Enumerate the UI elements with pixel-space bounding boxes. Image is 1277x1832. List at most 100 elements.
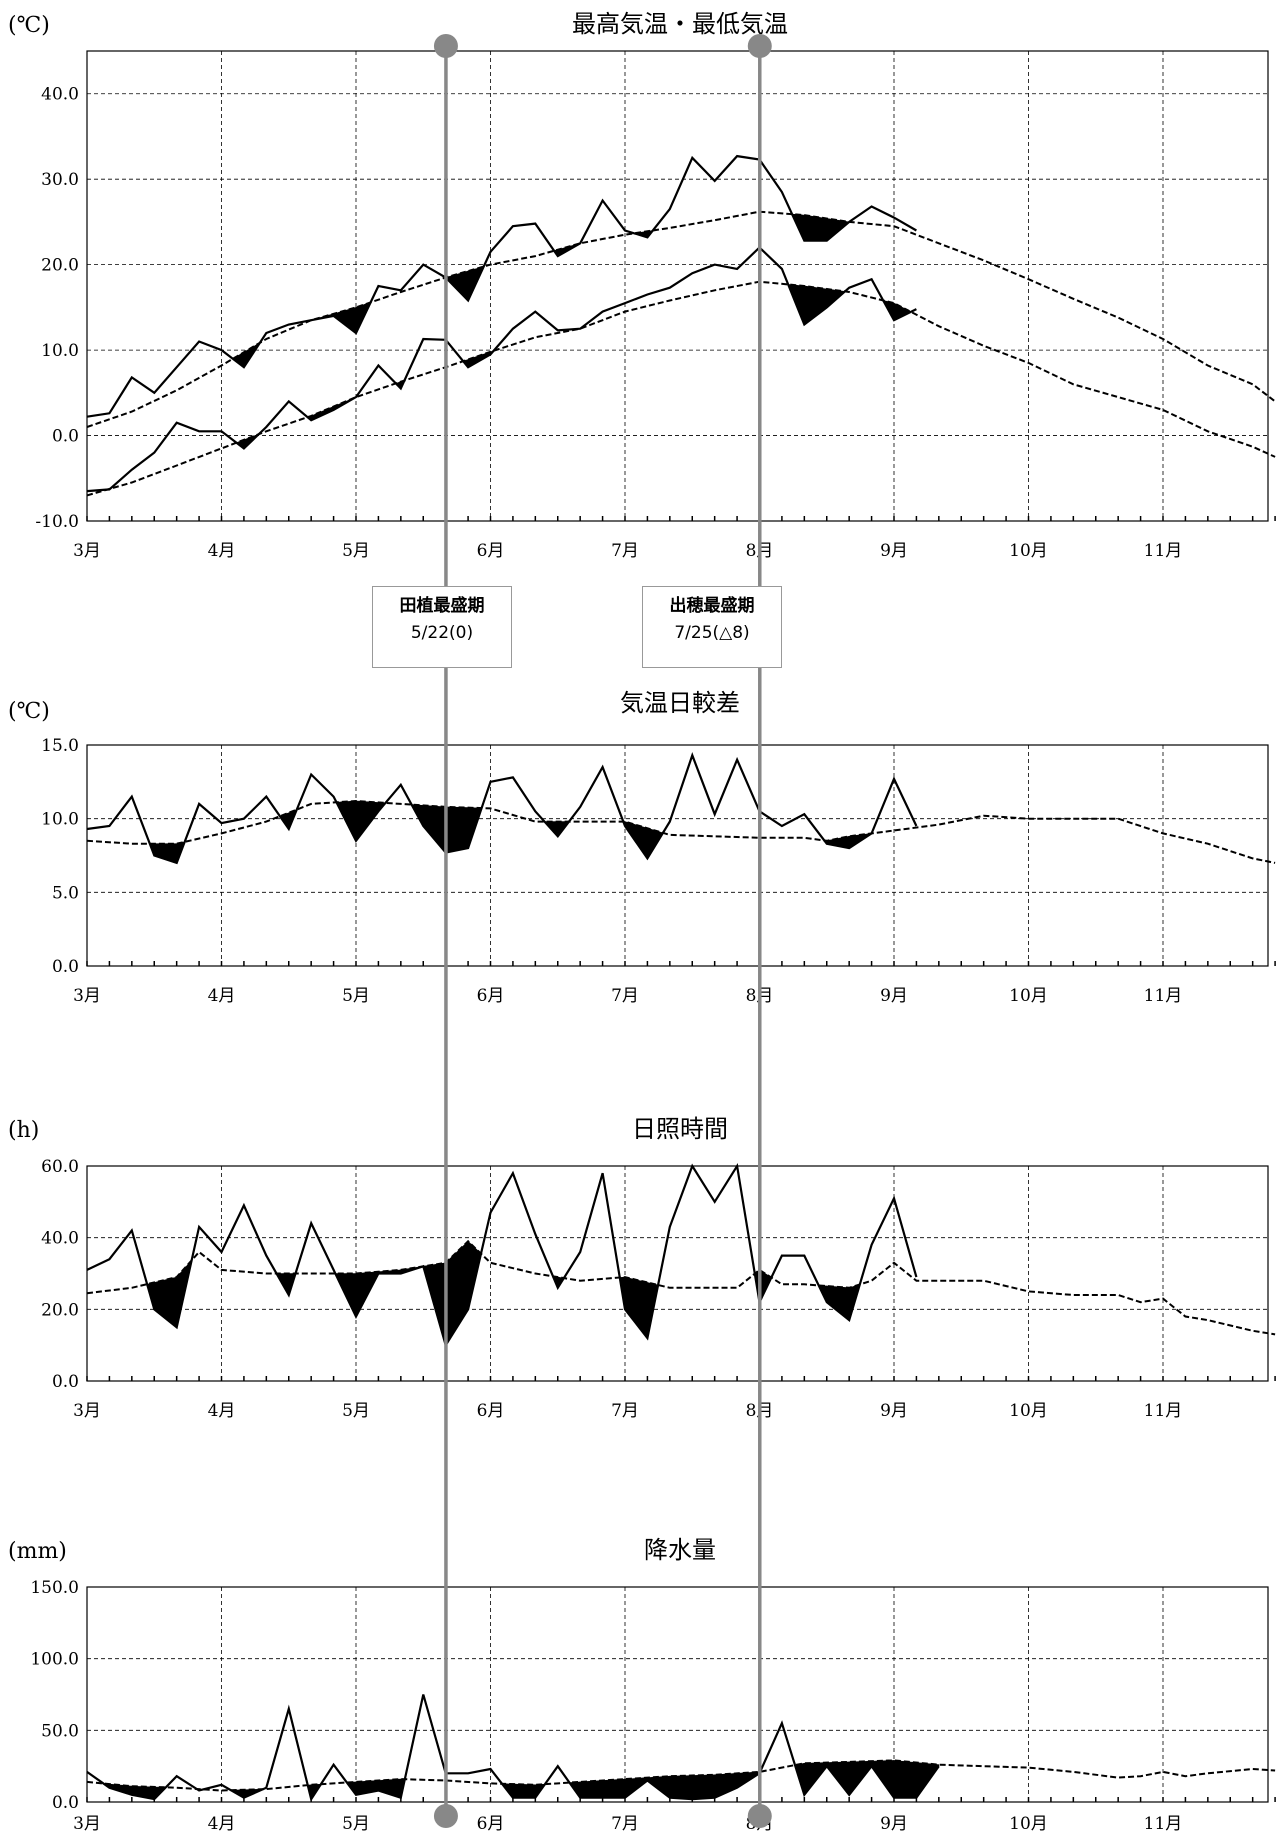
below-normal-shading xyxy=(579,1780,603,1798)
below-normal-shading xyxy=(803,285,828,326)
below-normal-shading xyxy=(602,1778,626,1798)
below-normal-shading xyxy=(669,1775,693,1800)
y-tick-label: 30.0 xyxy=(41,170,79,190)
transplanting-marker-top-dot xyxy=(433,34,458,58)
actual-series-line xyxy=(86,1694,940,1802)
y-tick-label: 10.0 xyxy=(41,341,79,361)
y-tick-label: 20.0 xyxy=(41,256,79,276)
x-tick-label: 5月 xyxy=(342,986,370,1006)
x-tick-label: 3月 xyxy=(73,541,101,561)
heading-title: 出穂最盛期 xyxy=(669,596,755,616)
transplanting-date: 5/22(0) xyxy=(410,623,474,643)
plot-frame xyxy=(86,1165,1269,1382)
x-tick-label: 9月 xyxy=(880,541,908,561)
y-tick-label: 20.0 xyxy=(41,1300,79,1320)
stage-markers xyxy=(433,34,772,1828)
x-tick-label: 4月 xyxy=(208,1401,236,1421)
y-unit-label: (h) xyxy=(8,1118,39,1143)
y-unit-label: (mm) xyxy=(8,1539,67,1564)
normal-series-line xyxy=(86,1239,1276,1336)
x-tick-label: 4月 xyxy=(208,541,236,561)
below-normal-shading xyxy=(826,1285,850,1321)
y-tick-label: 0.0 xyxy=(52,957,79,977)
y-tick-label: 0.0 xyxy=(52,427,79,447)
y-unit-label: (℃) xyxy=(8,699,50,724)
y-tick-label: 40.0 xyxy=(41,1229,79,1249)
y-tick-label: 50.0 xyxy=(41,1721,79,1741)
y-tick-label: -10.0 xyxy=(35,512,79,532)
heading-date: 7/25(△8) xyxy=(674,623,750,643)
x-tick-label: 3月 xyxy=(73,986,101,1006)
transplanting-callout: 田植最盛期 5/22(0) xyxy=(372,586,512,668)
x-tick-label: 3月 xyxy=(73,1401,101,1421)
actual-series-line xyxy=(86,752,918,865)
plot-frame xyxy=(86,50,1269,522)
x-tick-label: 7月 xyxy=(611,1814,639,1832)
x-tick-label: 7月 xyxy=(611,541,639,561)
normal-series-line xyxy=(86,1759,1276,1792)
chart-title: 最高気温・最低気温 xyxy=(572,10,788,38)
y-tick-label: 0.0 xyxy=(52,1372,79,1392)
actual-series-line xyxy=(86,1162,918,1348)
below-normal-shading xyxy=(893,302,912,321)
normal-series-line xyxy=(86,280,1276,497)
heading-callout: 出穂最盛期 7/25(△8) xyxy=(642,586,782,668)
chart-title: 降水量 xyxy=(644,1536,716,1564)
x-tick-label: 3月 xyxy=(73,1814,101,1832)
temperature-chart: -10.00.010.020.030.040.03月4月5月6月7月8月9月10… xyxy=(8,10,1276,561)
heading-marker-bottom-dot xyxy=(747,1804,772,1828)
below-normal-shading xyxy=(154,1276,177,1328)
chart-title: 気温日較差 xyxy=(620,689,740,717)
x-tick-label: 6月 xyxy=(477,1814,505,1832)
x-tick-label: 9月 xyxy=(880,986,908,1006)
x-tick-label: 5月 xyxy=(342,1401,370,1421)
sunshine-chart: 0.020.040.060.03月4月5月6月7月8月9月10月11月日照時間(… xyxy=(8,1115,1276,1421)
x-tick-label: 11月 xyxy=(1144,1814,1183,1832)
x-tick-label: 10月 xyxy=(1009,1401,1048,1421)
x-tick-label: 10月 xyxy=(1009,1814,1048,1832)
actual-series-line xyxy=(86,245,917,493)
below-normal-shading xyxy=(691,1774,716,1800)
below-normal-shading xyxy=(624,1276,648,1339)
x-tick-label: 5月 xyxy=(342,541,370,561)
x-tick-label: 10月 xyxy=(1009,541,1048,561)
y-tick-label: 150.0 xyxy=(30,1578,79,1598)
below-normal-shading xyxy=(714,1772,738,1799)
below-normal-shading xyxy=(893,1760,917,1798)
below-normal-shading xyxy=(512,1783,536,1798)
y-tick-label: 5.0 xyxy=(52,883,79,903)
actual-series-line xyxy=(86,154,917,418)
below-normal-shading xyxy=(445,1240,469,1347)
x-tick-label: 5月 xyxy=(342,1814,370,1832)
y-tick-label: 15.0 xyxy=(41,736,79,756)
y-tick-label: 100.0 xyxy=(30,1650,79,1670)
x-tick-label: 4月 xyxy=(208,986,236,1006)
x-tick-label: 10月 xyxy=(1009,986,1048,1006)
x-tick-label: 11月 xyxy=(1144,986,1183,1006)
x-tick-label: 11月 xyxy=(1144,1401,1183,1421)
normal-series-line xyxy=(86,210,1276,428)
chart-title: 日照時間 xyxy=(632,1115,728,1143)
precipitation-chart: 0.050.0100.0150.03月4月5月6月7月8月9月10月11月降水量… xyxy=(8,1536,1276,1832)
below-normal-shading xyxy=(445,806,469,853)
normal-series-line xyxy=(86,799,1276,864)
x-tick-label: 6月 xyxy=(477,986,505,1006)
x-tick-label: 6月 xyxy=(477,1401,505,1421)
y-tick-label: 10.0 xyxy=(41,810,79,830)
y-tick-label: 0.0 xyxy=(52,1793,79,1813)
plot-frame xyxy=(86,744,1269,967)
plot-frame xyxy=(86,1586,1269,1803)
y-tick-label: 40.0 xyxy=(41,85,79,105)
x-tick-label: 6月 xyxy=(477,541,505,561)
x-tick-label: 9月 xyxy=(880,1814,908,1832)
temperature-range-chart: 0.05.010.015.03月4月5月6月7月8月9月10月11月気温日較差(… xyxy=(8,689,1276,1006)
heading-marker-top-dot xyxy=(747,34,772,58)
x-tick-label: 4月 xyxy=(208,1814,236,1832)
transplanting-title: 田植最盛期 xyxy=(399,596,485,616)
y-unit-label: (℃) xyxy=(8,13,50,38)
x-tick-label: 11月 xyxy=(1144,541,1183,561)
y-tick-label: 60.0 xyxy=(41,1157,79,1177)
x-tick-label: 7月 xyxy=(611,1401,639,1421)
transplanting-marker-bottom-dot xyxy=(433,1804,458,1828)
x-tick-label: 7月 xyxy=(611,986,639,1006)
